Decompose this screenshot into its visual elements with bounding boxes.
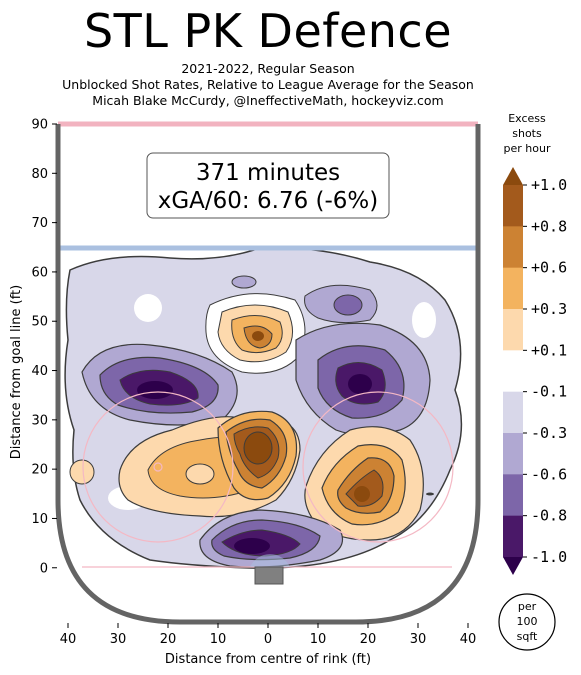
x-tick-label: 0 xyxy=(264,632,272,647)
colorbar-tick-label: +1.0 xyxy=(531,176,567,194)
coldspot-crease xyxy=(199,509,344,568)
right-faceoff-circle xyxy=(302,391,454,543)
colorbar-title-1: Excess xyxy=(508,112,546,125)
y-tick-label: 20 xyxy=(31,463,48,478)
colorbar-tick-label: +0.1 xyxy=(531,341,567,359)
unit-badge-line-3: sqft xyxy=(517,630,538,643)
x-tick-label: 30 xyxy=(110,632,127,647)
y-tick-label: 70 xyxy=(31,216,48,231)
coldspot-left xyxy=(81,343,238,426)
colorbar-title-3: per hour xyxy=(504,142,551,155)
colorbar-band xyxy=(503,226,523,269)
colorbar-band xyxy=(503,267,523,310)
colorbar-tick-label: -0.1 xyxy=(531,383,567,401)
annotation-minutes: 371 minutes xyxy=(196,160,340,186)
annotation-xga: xGA/60: 6.76 (-6%) xyxy=(158,188,379,214)
subtitle-season: 2021-2022, Regular Season xyxy=(181,61,355,76)
contour-hole xyxy=(412,302,436,338)
goal-crease xyxy=(250,554,290,567)
y-axis: 0 10 20 30 40 50 60 70 80 90 xyxy=(31,118,57,576)
colorbar-band xyxy=(503,391,523,434)
colorbar-tick-label: -0.8 xyxy=(531,507,567,525)
y-tick-label: 40 xyxy=(31,364,48,379)
x-axis: 40 30 20 10 0 10 20 30 40 xyxy=(60,623,477,647)
chart-subtitle: 2021-2022, Regular Season Unblocked Shot… xyxy=(0,61,536,109)
contour-layer xyxy=(64,247,463,569)
colorbar-tick-label: +0.8 xyxy=(531,217,567,235)
x-tick-label: 20 xyxy=(360,632,377,647)
x-tick-label: 30 xyxy=(410,632,427,647)
colorbar-title-2: shots xyxy=(512,127,542,140)
y-tick-label: 30 xyxy=(31,413,48,428)
colorbar-band xyxy=(503,515,523,558)
colorbar-ticks: +1.0 +0.8 +0.6 +0.3 +0.1 -0.1 -0.3 -0.6 -0.8 -1.0 xyxy=(523,176,567,566)
colorbar-tick-label: +0.6 xyxy=(531,259,567,277)
colorbar-swatches xyxy=(503,167,523,575)
y-tick-label: 0 xyxy=(40,561,48,576)
contour-small-negative xyxy=(231,275,257,289)
colorbar-tick-label: +0.3 xyxy=(531,300,567,318)
unit-badge: per 100 sqft xyxy=(498,593,556,651)
colorbar-tick-label: -0.3 xyxy=(531,424,567,442)
colorbar-band xyxy=(503,185,523,227)
colorbar: Excess shots per hour +1.0 +0.8 +0.6 +0.3 +0… xyxy=(503,112,567,575)
goal-net xyxy=(254,566,284,585)
x-tick-label: 20 xyxy=(160,632,177,647)
subtitle-description: Unblocked Shot Rates, Relative to League… xyxy=(62,77,474,92)
y-tick-label: 10 xyxy=(31,512,48,527)
x-tick-label: 10 xyxy=(310,632,327,647)
colorbar-band xyxy=(503,433,523,475)
x-axis-label: Distance from centre of rink (ft) xyxy=(165,652,371,667)
contour-small-positive xyxy=(69,459,95,485)
hotspot-centre xyxy=(217,410,298,501)
colorbar-band xyxy=(503,474,523,517)
unit-badge-line-1: per xyxy=(518,600,537,613)
unit-badge-line-2: 100 xyxy=(517,615,538,628)
x-tick-label: 40 xyxy=(460,632,477,647)
x-tick-label: 10 xyxy=(210,632,227,647)
colorbar-tick-label: -1.0 xyxy=(531,548,567,566)
colorbar-band xyxy=(503,350,523,393)
rink-boards xyxy=(55,124,481,625)
left-faceoff-dot xyxy=(153,462,163,472)
rink-plot xyxy=(55,121,481,625)
y-tick-label: 50 xyxy=(31,315,48,330)
coldspot-right xyxy=(295,284,431,436)
chart-title: STL PK Defence xyxy=(83,4,453,58)
colorbar-max-arrow xyxy=(503,167,523,185)
colorbar-min-arrow xyxy=(503,557,523,575)
y-tick-label: 60 xyxy=(31,265,48,280)
left-faceoff-circle xyxy=(82,391,234,543)
colorbar-band xyxy=(503,309,523,351)
y-axis-label: Distance from goal line (ft) xyxy=(9,285,24,459)
subtitle-author: Micah Blake McCurdy, @IneffectiveMath, h… xyxy=(92,93,444,108)
contour-speck xyxy=(426,492,434,496)
annotation-box: 371 minutes xGA/60: 6.76 (-6%) xyxy=(146,152,390,219)
colorbar-tick-label: -0.6 xyxy=(531,465,567,483)
x-tick-label: 40 xyxy=(60,632,77,647)
y-tick-label: 80 xyxy=(31,167,48,182)
y-tick-label: 90 xyxy=(31,118,48,133)
hotspot-upper-centre xyxy=(205,293,306,374)
contour-hole xyxy=(134,294,162,322)
rink-markings xyxy=(55,121,481,625)
